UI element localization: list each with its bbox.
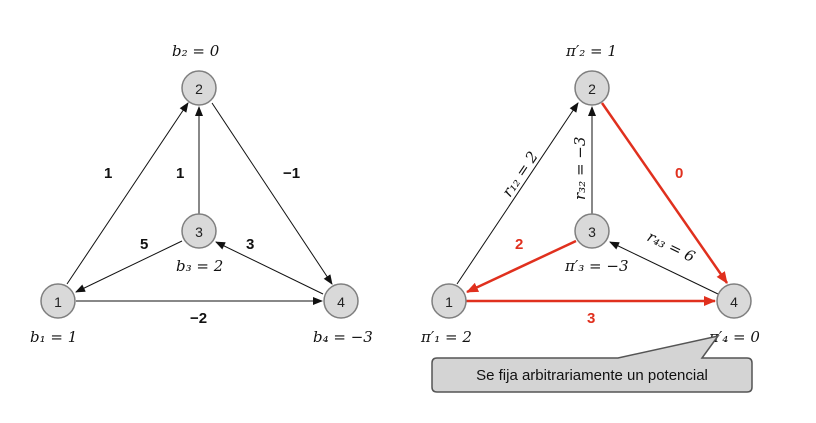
edge-4-3	[215, 241, 324, 295]
supply-b3: b₃ = 2	[176, 257, 223, 275]
node-label: 1	[54, 294, 62, 310]
left-graph: 1 1 −1 5 3 −2 2 3 1 4 b₂ = 0 b₃ = 2 b₁ =…	[30, 42, 373, 346]
edge-1-2	[66, 102, 189, 285]
node-label: 4	[337, 294, 345, 310]
tree-edge-3-1	[466, 239, 577, 294]
node-label: 4	[730, 294, 738, 310]
reduced-cost-r32: r₃₂ = −3	[571, 137, 589, 200]
weight-1-4: −2	[190, 310, 207, 327]
weight-3-1: 2	[515, 236, 523, 253]
node-label: 2	[195, 81, 203, 97]
left-node-2: 2	[181, 70, 217, 106]
left-node-3: 3	[181, 213, 217, 249]
edge-2-4	[211, 102, 333, 285]
weight-2-4: −1	[283, 165, 300, 182]
weight-4-3: 3	[246, 236, 254, 253]
right-node-1: 1	[431, 283, 467, 319]
edge-4-3	[609, 241, 719, 295]
left-node-4: 4	[323, 283, 359, 319]
supply-b4: b₄ = −3	[313, 328, 373, 346]
node-label: 3	[195, 224, 203, 240]
node-label: 3	[588, 224, 596, 240]
edge-3-1	[75, 240, 183, 293]
node-label: 1	[445, 294, 453, 310]
node-label: 2	[588, 81, 596, 97]
potential-p1: π′₁ = 2	[420, 328, 472, 346]
weight-1-4: 3	[587, 310, 595, 327]
callout: Se fija arbitrariamente un potencial	[431, 334, 753, 393]
potential-p3: π′₃ = −3	[564, 257, 629, 275]
edge-1-2	[456, 102, 579, 285]
callout-bubble	[431, 334, 753, 393]
weight-3-2: 1	[176, 165, 184, 182]
potential-p2: π′₂ = 1	[565, 42, 617, 60]
weight-2-4: 0	[675, 165, 683, 182]
right-node-2: 2	[574, 70, 610, 106]
right-node-3: 3	[574, 213, 610, 249]
right-graph: r₁₂ = 2 r₃₂ = −3 r₄₃ = 6 0 2 3 2 3 1 4 π…	[420, 42, 760, 346]
weight-3-1: 5	[140, 236, 148, 253]
potential-p4: π′₄ = 0	[708, 328, 760, 346]
right-node-4: 4	[716, 283, 752, 319]
tree-edge-2-4	[600, 102, 729, 284]
reduced-cost-r43: r₄₃ = 6	[644, 227, 698, 266]
reduced-cost-r12: r₁₂ = 2	[498, 148, 541, 200]
left-node-1: 1	[40, 283, 76, 319]
callout-text: Se fija arbitrariamente un potencial	[476, 367, 708, 384]
weight-1-2: 1	[104, 165, 112, 182]
supply-b2: b₂ = 0	[172, 42, 220, 60]
supply-b1: b₁ = 1	[30, 328, 77, 346]
